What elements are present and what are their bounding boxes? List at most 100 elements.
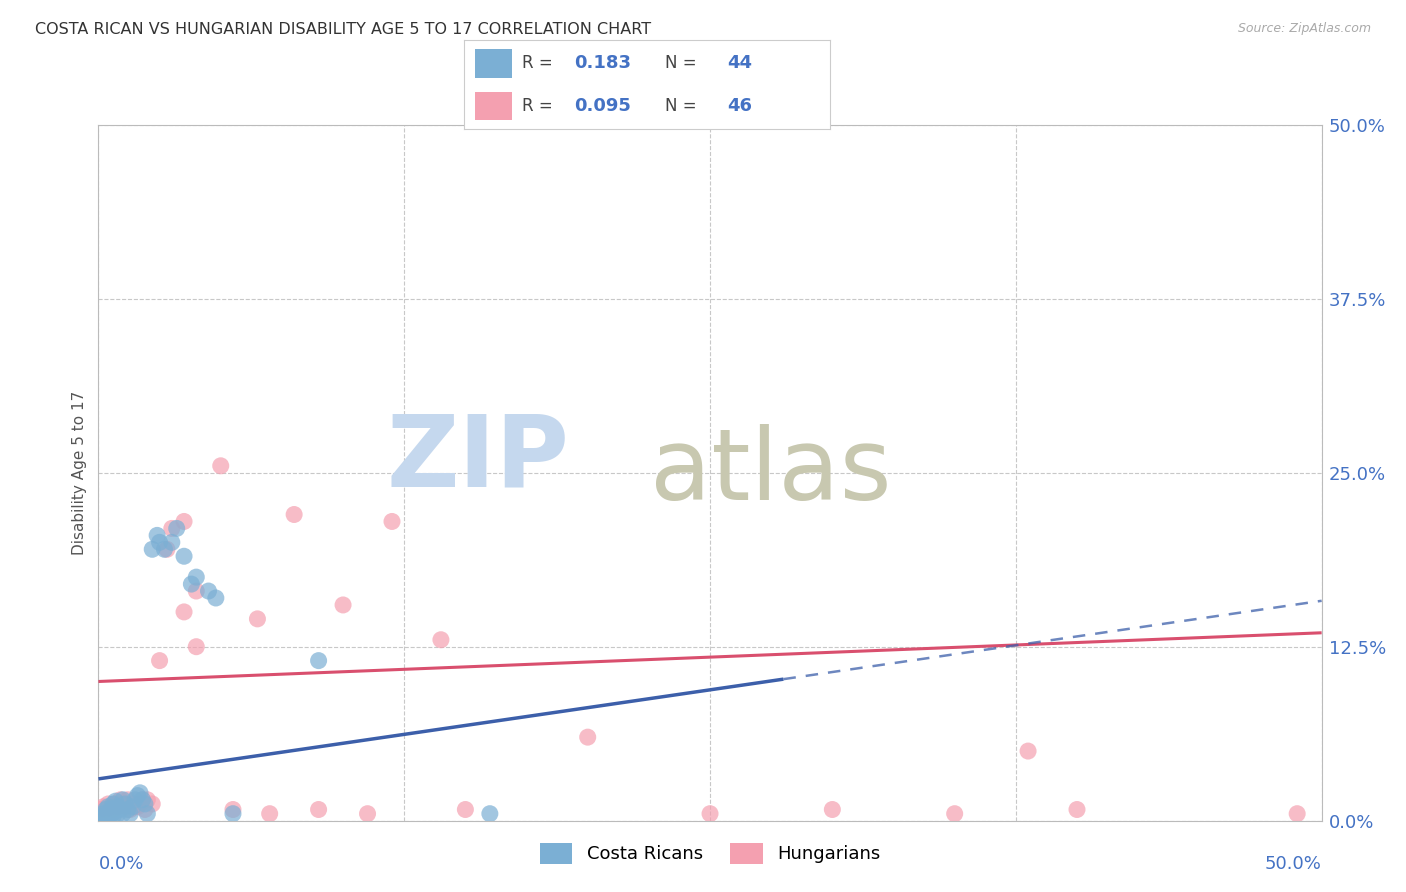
Point bbox=[114, 799, 136, 814]
Point bbox=[478, 806, 501, 821]
Point bbox=[356, 806, 378, 821]
Point bbox=[120, 803, 142, 817]
Point bbox=[104, 794, 127, 808]
Point bbox=[454, 803, 477, 817]
Point bbox=[101, 797, 124, 811]
Point bbox=[308, 654, 330, 668]
Point bbox=[110, 803, 132, 817]
Point bbox=[149, 654, 172, 668]
Point bbox=[205, 591, 228, 605]
Point bbox=[173, 515, 195, 529]
Text: 50.0%: 50.0% bbox=[1265, 855, 1322, 873]
Point bbox=[104, 797, 127, 811]
Bar bbox=[475, 49, 512, 78]
Point bbox=[94, 809, 117, 823]
Point bbox=[121, 799, 143, 814]
Point bbox=[97, 797, 120, 811]
Point bbox=[134, 797, 156, 811]
Point bbox=[100, 803, 122, 817]
Bar bbox=[475, 92, 512, 120]
Point bbox=[117, 793, 139, 807]
Point bbox=[94, 803, 117, 817]
Point bbox=[100, 808, 122, 822]
Point bbox=[127, 799, 149, 814]
Text: 46: 46 bbox=[727, 97, 752, 115]
Y-axis label: Disability Age 5 to 17: Disability Age 5 to 17 bbox=[72, 391, 87, 555]
Point bbox=[111, 806, 134, 821]
Text: N =: N = bbox=[665, 54, 702, 72]
Text: 44: 44 bbox=[727, 54, 752, 72]
Point bbox=[136, 806, 159, 821]
Legend: Costa Ricans, Hungarians: Costa Ricans, Hungarians bbox=[540, 843, 880, 863]
Point bbox=[97, 806, 120, 821]
Point bbox=[129, 786, 152, 800]
Text: ZIP: ZIP bbox=[387, 410, 569, 508]
Point bbox=[107, 799, 129, 814]
Point bbox=[166, 521, 188, 535]
Point bbox=[136, 793, 159, 807]
Point bbox=[1286, 806, 1309, 821]
Point bbox=[430, 632, 453, 647]
Point bbox=[943, 806, 966, 821]
Point bbox=[246, 612, 269, 626]
Point bbox=[117, 803, 139, 817]
Point bbox=[699, 806, 721, 821]
Text: R =: R = bbox=[523, 97, 558, 115]
Point bbox=[107, 799, 129, 814]
Point bbox=[332, 598, 354, 612]
Point bbox=[129, 797, 152, 811]
Point bbox=[111, 797, 134, 811]
Point bbox=[259, 806, 281, 821]
Point bbox=[180, 577, 202, 591]
Point bbox=[134, 803, 156, 817]
Point bbox=[141, 542, 163, 557]
Point bbox=[107, 806, 129, 821]
Point bbox=[283, 508, 305, 522]
Point bbox=[156, 542, 179, 557]
Point bbox=[94, 811, 117, 825]
Point bbox=[124, 793, 146, 807]
Text: 0.095: 0.095 bbox=[574, 97, 630, 115]
Point bbox=[114, 797, 136, 811]
Point bbox=[91, 799, 114, 814]
Point bbox=[153, 542, 176, 557]
Point bbox=[90, 803, 112, 817]
Point bbox=[131, 793, 153, 807]
Text: 0.183: 0.183 bbox=[574, 54, 631, 72]
Point bbox=[101, 803, 124, 817]
Point bbox=[121, 797, 143, 811]
Point bbox=[101, 809, 124, 823]
Text: R =: R = bbox=[523, 54, 564, 72]
Point bbox=[90, 809, 112, 823]
Point bbox=[127, 789, 149, 803]
Point bbox=[110, 793, 132, 807]
Point bbox=[381, 515, 404, 529]
Text: N =: N = bbox=[665, 97, 702, 115]
Point bbox=[222, 803, 245, 817]
Point bbox=[94, 803, 117, 817]
Text: COSTA RICAN VS HUNGARIAN DISABILITY AGE 5 TO 17 CORRELATION CHART: COSTA RICAN VS HUNGARIAN DISABILITY AGE … bbox=[35, 22, 651, 37]
Point bbox=[124, 799, 146, 814]
Text: Source: ZipAtlas.com: Source: ZipAtlas.com bbox=[1237, 22, 1371, 36]
Point bbox=[821, 803, 844, 817]
Point bbox=[120, 806, 142, 821]
Point bbox=[141, 797, 163, 811]
Point bbox=[111, 793, 134, 807]
Text: 0.0%: 0.0% bbox=[98, 855, 143, 873]
Point bbox=[146, 528, 169, 542]
Point bbox=[186, 584, 208, 599]
Point bbox=[160, 535, 183, 549]
Point bbox=[149, 535, 172, 549]
Point bbox=[173, 549, 195, 564]
Point bbox=[308, 803, 330, 817]
Point bbox=[173, 605, 195, 619]
Point bbox=[222, 806, 245, 821]
Point bbox=[197, 584, 219, 599]
Point bbox=[91, 809, 114, 823]
Point bbox=[1017, 744, 1039, 758]
Point bbox=[1066, 803, 1088, 817]
Point bbox=[209, 458, 232, 473]
Point bbox=[100, 799, 122, 814]
Point bbox=[91, 806, 114, 821]
Point bbox=[131, 793, 153, 807]
